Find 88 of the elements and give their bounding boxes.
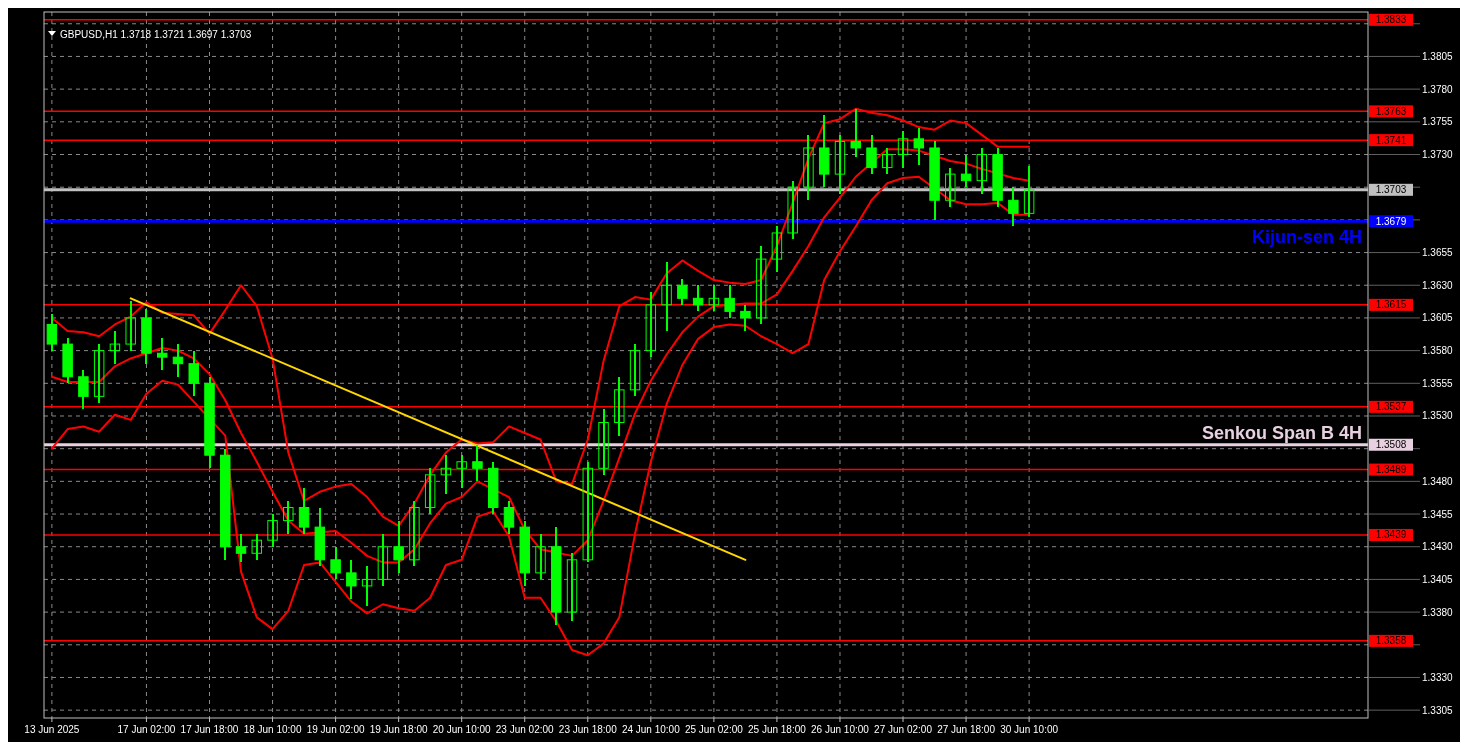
ref-line-label: 1.3358 bbox=[1375, 635, 1407, 647]
x-tick-label: 25 Jun 02:00 bbox=[684, 724, 744, 735]
candlestick bbox=[582, 461, 594, 563]
x-tick-label: 27 Jun 18:00 bbox=[937, 724, 996, 735]
ref-line-label: 1.3615 bbox=[1375, 299, 1407, 311]
y-tick-label: 1.3730 bbox=[1422, 149, 1454, 161]
y-tick-label: 1.3780 bbox=[1422, 83, 1454, 95]
candlestick bbox=[960, 154, 972, 188]
ref-line-label: 1.3679 bbox=[1375, 215, 1407, 227]
x-tick-label: 27 Jun 02:00 bbox=[874, 724, 933, 735]
candlestick bbox=[283, 500, 294, 534]
candlestick bbox=[740, 304, 751, 332]
x-tick-label: 13 Jun 2025 bbox=[24, 724, 80, 735]
ref-line-label: 1.3489 bbox=[1375, 464, 1407, 476]
x-tick-label: 30 Jun 10:00 bbox=[1000, 724, 1059, 735]
candlestick bbox=[109, 331, 121, 364]
candlestick bbox=[1023, 166, 1035, 218]
y-tick-label: 1.3380 bbox=[1422, 606, 1454, 618]
candlestick bbox=[235, 533, 247, 563]
y-tick-label: 1.3455 bbox=[1422, 508, 1454, 520]
ref-line-label: 1.3439 bbox=[1375, 529, 1407, 541]
candlestick bbox=[393, 520, 404, 573]
candlestick bbox=[456, 455, 467, 488]
candlestick bbox=[661, 261, 672, 332]
ref-line-label: 1.3741 bbox=[1375, 134, 1407, 146]
candlestick bbox=[803, 134, 814, 201]
x-tick-label: 19 Jun 18:00 bbox=[369, 724, 428, 735]
candlestick bbox=[156, 337, 168, 371]
ref-line-label: 1.3833 bbox=[1375, 14, 1407, 26]
annotation: Senkou Span B 4H bbox=[1201, 422, 1362, 443]
x-tick-label: 18 Jun 10:00 bbox=[243, 724, 302, 735]
candlestick bbox=[976, 147, 988, 194]
y-tick-label: 1.3305 bbox=[1422, 704, 1454, 716]
candlestick bbox=[755, 246, 767, 325]
candlestick bbox=[614, 376, 625, 436]
candlestick bbox=[472, 444, 483, 482]
candlestick bbox=[945, 167, 956, 207]
candlestick bbox=[377, 533, 389, 586]
candlestick bbox=[771, 226, 783, 273]
x-tick-label: 26 Jun 10:00 bbox=[811, 724, 870, 735]
y-tick-label: 1.3630 bbox=[1422, 279, 1454, 291]
candlestick bbox=[850, 108, 861, 158]
candlestick bbox=[535, 533, 546, 580]
x-tick-label: 20 Jun 10:00 bbox=[432, 724, 492, 735]
candlestick bbox=[424, 468, 436, 515]
y-tick-label: 1.3430 bbox=[1422, 541, 1454, 553]
y-tick-label: 1.3530 bbox=[1422, 410, 1454, 422]
x-tick-label: 17 Jun 02:00 bbox=[117, 724, 176, 735]
ref-line-label: 1.3508 bbox=[1375, 439, 1407, 451]
x-tick-label: 23 Jun 02:00 bbox=[495, 724, 555, 735]
y-tick-label: 1.3805 bbox=[1422, 50, 1454, 62]
x-tick-label: 24 Jun 10:00 bbox=[621, 724, 681, 735]
text: GBPUSD,H1 1.3718 1.3721 1.3697 1.3703 bbox=[60, 29, 252, 40]
y-tick-label: 1.3655 bbox=[1422, 247, 1454, 259]
y-tick-label: 1.3405 bbox=[1422, 573, 1454, 585]
candlestick bbox=[566, 553, 578, 622]
candlestick bbox=[172, 344, 184, 377]
candlestick bbox=[251, 533, 263, 560]
y-tick-label: 1.3755 bbox=[1422, 116, 1454, 128]
candlestick bbox=[409, 500, 420, 567]
candlestick bbox=[882, 147, 893, 175]
candlestick bbox=[834, 134, 846, 194]
x-tick-label: 23 Jun 18:00 bbox=[558, 724, 618, 735]
candlestick bbox=[897, 130, 909, 168]
ref-line-label: 1.3537 bbox=[1375, 401, 1407, 413]
annotation: Kijun-sen 4H bbox=[1251, 227, 1362, 248]
candlestick bbox=[93, 344, 105, 403]
candlestick bbox=[125, 300, 136, 351]
candlestick bbox=[708, 285, 720, 312]
candlestick bbox=[645, 291, 657, 358]
candlestick bbox=[598, 409, 609, 475]
y-tick-label: 1.3555 bbox=[1422, 377, 1454, 389]
x-tick-label: 17 Jun 18:00 bbox=[180, 724, 239, 735]
candlestick bbox=[440, 455, 452, 495]
y-tick-label: 1.3480 bbox=[1422, 475, 1454, 487]
ref-line-label: 1.3763 bbox=[1375, 105, 1407, 117]
y-tick-label: 1.3330 bbox=[1422, 671, 1454, 683]
y-tick-label: 1.3605 bbox=[1422, 312, 1454, 324]
candlestick bbox=[361, 566, 373, 606]
candlestick bbox=[692, 285, 704, 312]
candlestick bbox=[913, 128, 925, 165]
candlestick bbox=[629, 344, 641, 397]
ref-line-label: 1.3703 bbox=[1375, 184, 1407, 196]
y-tick-label: 1.3580 bbox=[1422, 345, 1454, 357]
candlestick bbox=[267, 514, 278, 547]
candlestick bbox=[787, 180, 798, 240]
x-tick-label: 25 Jun 18:00 bbox=[748, 724, 807, 735]
x-tick-label: 19 Jun 02:00 bbox=[306, 724, 365, 735]
